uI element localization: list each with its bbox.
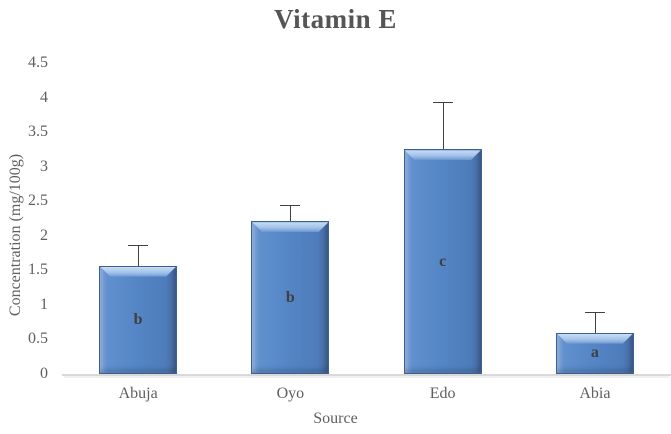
bar-oyo: b [251, 221, 330, 374]
x-tick-label-edo: Edo [429, 385, 456, 402]
significance-letter: b [133, 310, 143, 328]
y-tick-label: 4 [40, 88, 48, 106]
y-tick-label: 3.5 [28, 123, 48, 141]
bar-abuja: b [99, 265, 178, 374]
y-tick-label: 1.5 [28, 261, 48, 279]
error-bar-stem [594, 311, 596, 333]
bar-abia: a [555, 332, 634, 374]
x-axis-tick-labels: Abuja Oyo Edo Abia [62, 384, 671, 404]
bars-row: b b c a [62, 63, 671, 374]
x-axis-title: Source [313, 410, 358, 427]
significance-letter: b [285, 288, 295, 306]
error-bar-stem [290, 204, 292, 222]
error-bar-stem [138, 244, 140, 266]
y-tick-label: 4.5 [28, 54, 48, 71]
y-axis-tick-labels: 0 0.5 1 1.5 2 2.5 3 3.5 4 4.5 [0, 54, 50, 382]
x-tick-label-oyo: Oyo [276, 385, 305, 402]
y-tick-label: 2 [40, 226, 48, 244]
y-tick-label: 0.5 [28, 330, 48, 348]
bar-edo: c [403, 149, 482, 374]
error-bar-stem [442, 102, 444, 150]
significance-letter: a [590, 344, 599, 362]
bar-group-abuja: b [62, 63, 214, 374]
error-bar [432, 102, 453, 150]
y-tick-label: 1 [40, 295, 48, 313]
plot-area: b b c a [62, 63, 671, 376]
chart-title: Vitamin E [274, 4, 397, 34]
x-tick-label-abia: Abia [579, 385, 611, 402]
y-tick-label: 0 [40, 365, 48, 382]
x-tick-label-abuja: Abuja [118, 385, 158, 402]
bar-group-abia: a [519, 63, 671, 374]
bar-group-oyo: b [214, 63, 366, 374]
error-bar [280, 204, 301, 222]
bar-group-edo: c [367, 63, 519, 374]
error-bar [128, 244, 149, 266]
y-tick-label: 3 [40, 157, 48, 175]
y-tick-label: 2.5 [28, 192, 48, 210]
error-bar [584, 311, 605, 333]
significance-letter: c [439, 252, 447, 270]
